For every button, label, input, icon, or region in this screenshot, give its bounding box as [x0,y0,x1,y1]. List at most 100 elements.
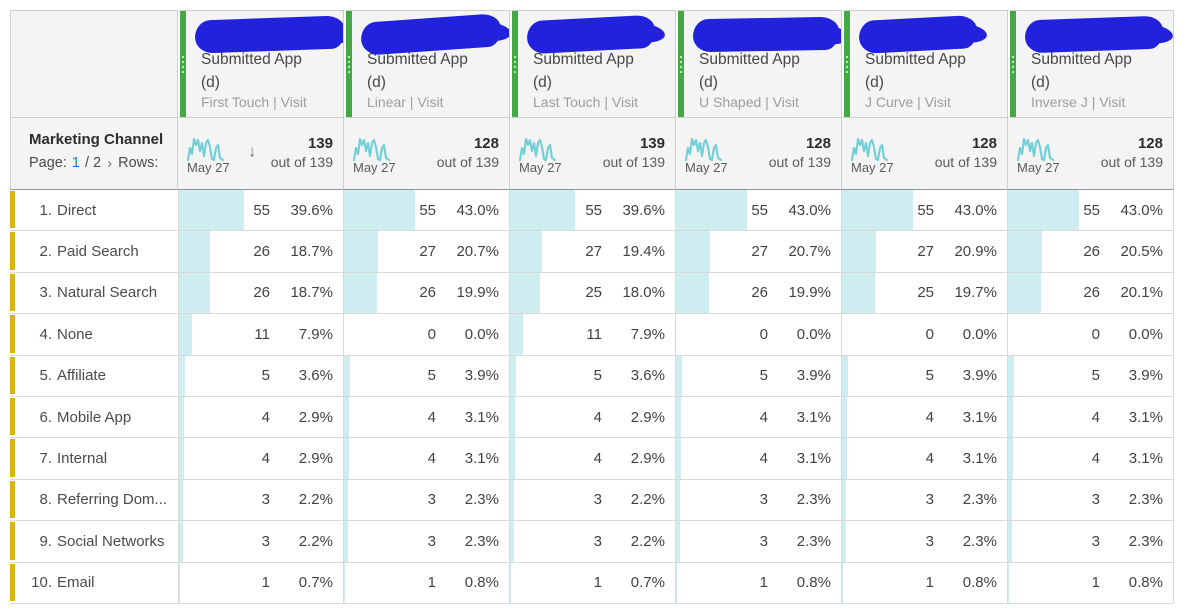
data-cell[interactable]: 26 19.9% [676,272,842,315]
data-cell[interactable]: 27 19.4% [510,231,676,273]
column-drag-handle[interactable] [844,11,850,117]
data-cell[interactable]: 55 43.0% [676,190,842,232]
data-cell[interactable]: 55 43.0% [344,190,510,232]
row-header[interactable]: 1. Direct [10,190,178,232]
column-drag-handle[interactable] [180,11,186,117]
data-cell[interactable]: 1 0.8% [1008,562,1174,604]
data-cell[interactable]: 4 3.1% [1008,438,1174,480]
metric-column-header[interactable]: Submitted App (d) U Shaped | Visit [676,10,842,118]
row-header[interactable]: 3. Natural Search [10,272,178,315]
metric-subheader: May 27 128 out of 139 [676,118,842,190]
cell-bar [1008,190,1079,231]
data-cell[interactable]: 3 2.2% [178,479,344,522]
data-cell[interactable]: 4 3.1% [676,396,842,439]
data-cell[interactable]: 55 43.0% [1008,190,1174,232]
data-cell[interactable]: 5 3.9% [344,355,510,397]
data-cell[interactable]: 26 18.7% [178,272,344,315]
redaction-scribble [526,14,656,55]
data-cell[interactable]: 25 19.7% [842,272,1008,315]
data-cell[interactable]: 26 19.9% [344,272,510,315]
cell-percent: 20.5% [1120,243,1163,261]
metric-column-header[interactable]: Submitted App (d) First Touch | Visit [178,10,344,118]
row-header[interactable]: 6. Mobile App [10,396,178,439]
metric-column-header[interactable]: Submitted App (d) J Curve | Visit [842,10,1008,118]
data-cell[interactable]: 0 0.0% [842,314,1008,356]
sort-arrow-icon[interactable]: ↓ [248,143,257,161]
column-total-denominator: out of 139 [1100,154,1163,171]
data-cell[interactable]: 27 20.9% [842,231,1008,273]
cell-bar [344,438,350,479]
data-cell[interactable]: 3 2.3% [1008,479,1174,522]
data-cell[interactable]: 3 2.3% [676,479,842,522]
metric-column-header[interactable]: Submitted App (d) Linear | Visit [344,10,510,118]
cell-bar [1008,521,1012,562]
data-cell[interactable]: 3 2.2% [510,479,676,522]
row-header[interactable]: 8. Referring Dom... [10,479,178,522]
data-cell[interactable]: 1 0.7% [178,562,344,604]
data-cell[interactable]: 3 2.3% [842,479,1008,522]
column-drag-handle[interactable] [512,11,518,117]
cell-count: 1 [1091,574,1100,592]
data-cell[interactable]: 4 3.1% [1008,396,1174,439]
data-cell[interactable]: 4 3.1% [344,396,510,439]
row-header[interactable]: 7. Internal [10,438,178,480]
row-header[interactable]: 4. None [10,314,178,356]
column-total: 139 [307,135,333,153]
next-page-icon[interactable]: › [107,154,113,172]
data-cell[interactable]: 4 3.1% [842,396,1008,439]
data-cell[interactable]: 27 20.7% [344,231,510,273]
data-cell[interactable]: 5 3.6% [510,355,676,397]
data-cell[interactable]: 27 20.7% [676,231,842,273]
data-cell[interactable]: 3 2.2% [178,521,344,563]
data-cell[interactable]: 25 18.0% [510,272,676,315]
data-cell[interactable]: 0 0.0% [676,314,842,356]
data-cell[interactable]: 5 3.6% [178,355,344,397]
data-cell[interactable]: 11 7.9% [510,314,676,356]
cell-count: 4 [1091,450,1100,468]
data-cell[interactable]: 4 3.1% [344,438,510,480]
metric-column-header[interactable]: Submitted App (d) Last Touch | Visit [510,10,676,118]
page-label: Page: [29,155,67,171]
data-cell[interactable]: 4 2.9% [510,396,676,439]
data-cell[interactable]: 55 43.0% [842,190,1008,232]
data-cell[interactable]: 0 0.0% [1008,314,1174,356]
data-cell[interactable]: 0 0.0% [344,314,510,356]
column-drag-handle[interactable] [1010,11,1016,117]
data-cell[interactable]: 3 2.3% [842,521,1008,563]
data-cell[interactable]: 4 3.1% [842,438,1008,480]
data-cell[interactable]: 4 3.1% [676,438,842,480]
row-header[interactable]: 5. Affiliate [10,355,178,397]
data-cell[interactable]: 3 2.3% [344,479,510,522]
cell-percent: 20.1% [1120,284,1163,302]
column-drag-handle[interactable] [346,11,352,117]
cell-percent: 2.9% [298,450,333,468]
data-cell[interactable]: 3 2.3% [344,521,510,563]
page-number-link[interactable]: 1 [71,155,80,171]
data-cell[interactable]: 4 2.9% [178,438,344,480]
data-cell[interactable]: 1 0.7% [510,562,676,604]
column-total-denominator: out of 139 [436,154,499,171]
data-cell[interactable]: 1 0.8% [842,562,1008,604]
metric-column-header[interactable]: Submitted App (d) Inverse J | Visit [1008,10,1174,118]
data-cell[interactable]: 1 0.8% [676,562,842,604]
data-cell[interactable]: 55 39.6% [510,190,676,232]
data-cell[interactable]: 5 3.9% [842,355,1008,397]
row-header[interactable]: 2. Paid Search [10,231,178,273]
column-drag-handle[interactable] [678,11,684,117]
data-cell[interactable]: 11 7.9% [178,314,344,356]
data-cell[interactable]: 26 18.7% [178,231,344,273]
data-cell[interactable]: 55 39.6% [178,190,344,232]
data-cell[interactable]: 3 2.3% [1008,521,1174,563]
data-cell[interactable]: 3 2.2% [510,521,676,563]
row-header[interactable]: 10. Email [10,562,178,604]
data-cell[interactable]: 26 20.1% [1008,272,1174,315]
data-cell[interactable]: 1 0.8% [344,562,510,604]
cell-count: 4 [925,450,934,468]
row-header[interactable]: 9. Social Networks [10,521,178,563]
data-cell[interactable]: 5 3.9% [676,355,842,397]
data-cell[interactable]: 4 2.9% [178,396,344,439]
data-cell[interactable]: 4 2.9% [510,438,676,480]
data-cell[interactable]: 26 20.5% [1008,231,1174,273]
data-cell[interactable]: 5 3.9% [1008,355,1174,397]
data-cell[interactable]: 3 2.3% [676,521,842,563]
